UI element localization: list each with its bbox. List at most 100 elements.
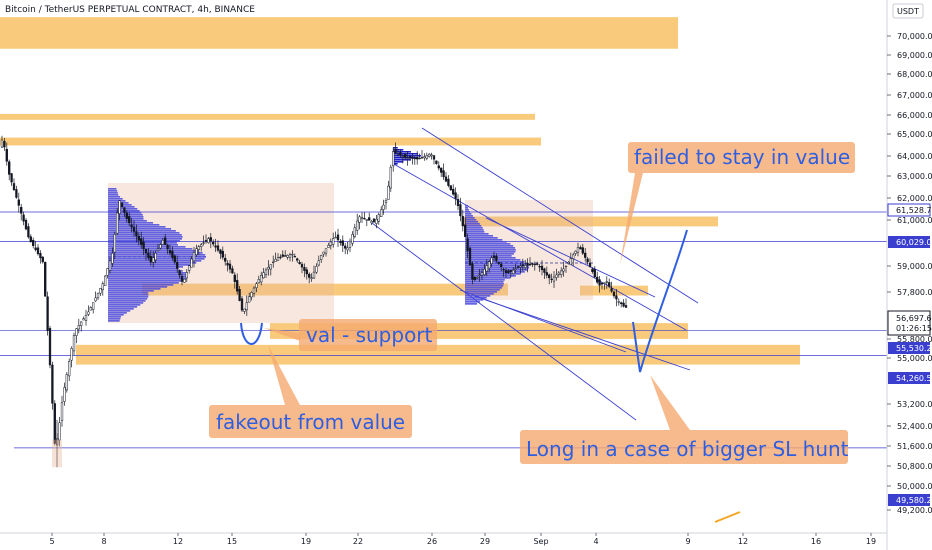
candle bbox=[622, 299, 625, 308]
candle bbox=[329, 238, 332, 250]
candle bbox=[176, 255, 179, 273]
candle bbox=[51, 361, 54, 410]
zone-0 bbox=[0, 17, 678, 49]
x-tick-label: 26 bbox=[427, 537, 437, 546]
candle bbox=[60, 395, 64, 427]
candle bbox=[214, 238, 217, 252]
candle bbox=[142, 237, 145, 256]
candle bbox=[598, 276, 601, 293]
price-label-text: 56,697.6 bbox=[896, 314, 932, 323]
candle bbox=[29, 234, 32, 243]
candle bbox=[476, 276, 479, 280]
candle bbox=[24, 218, 28, 231]
candle bbox=[183, 278, 186, 283]
candle bbox=[34, 240, 37, 252]
zone-7 bbox=[76, 344, 800, 365]
projection-arrow bbox=[632, 229, 688, 373]
candle bbox=[372, 218, 376, 223]
candle bbox=[298, 259, 301, 265]
candle bbox=[322, 251, 325, 258]
candle bbox=[231, 265, 234, 274]
candle bbox=[384, 198, 388, 210]
candle bbox=[272, 255, 275, 268]
candle bbox=[197, 244, 200, 256]
candle bbox=[46, 291, 49, 336]
candle bbox=[17, 192, 20, 213]
candle bbox=[221, 246, 224, 260]
candle bbox=[387, 180, 390, 200]
candle bbox=[173, 254, 176, 265]
candle bbox=[171, 246, 174, 261]
candle bbox=[593, 266, 596, 279]
candle bbox=[27, 223, 30, 239]
channel-line-5 bbox=[473, 295, 691, 371]
candle bbox=[12, 178, 16, 191]
chart-title: Bitcoin / TetherUS PERPETUAL CONTRACT, 4… bbox=[5, 5, 255, 15]
candle bbox=[502, 267, 505, 277]
callout-pointer bbox=[620, 173, 643, 265]
candle bbox=[533, 261, 536, 271]
candle bbox=[188, 264, 191, 274]
x-tick-label: 12 bbox=[173, 537, 183, 546]
candle bbox=[274, 252, 277, 262]
projection-tail bbox=[714, 511, 741, 523]
candle bbox=[531, 263, 534, 268]
candle bbox=[521, 258, 524, 271]
candle bbox=[605, 276, 608, 289]
y-tick-label: 67,000.0 bbox=[897, 91, 932, 100]
candle bbox=[550, 273, 553, 284]
candle bbox=[255, 282, 258, 293]
candle bbox=[36, 244, 40, 256]
y-tick-label: 69,000.0 bbox=[897, 51, 932, 60]
candle bbox=[75, 328, 78, 344]
candle bbox=[106, 267, 109, 279]
candle bbox=[555, 268, 558, 281]
candle bbox=[351, 231, 354, 247]
y-tick-label: 59,000.0 bbox=[897, 262, 932, 271]
y-tick-label: 65,000.0 bbox=[897, 130, 932, 139]
candle bbox=[507, 269, 510, 274]
volume-profile-2 bbox=[465, 205, 530, 305]
candle bbox=[279, 254, 282, 260]
candle bbox=[77, 318, 80, 334]
price-axis[interactable]: USDT 70,000.0 69,000.0 68,000.0 67,000.0 66,0… bbox=[886, 0, 932, 550]
time-axis[interactable]: 5 8 12 15 19 22 26 29 Sep 4 9 12 16 19 bbox=[0, 532, 887, 546]
annotation-labels: failed to stay in value val - support fake… bbox=[209, 142, 855, 464]
candle bbox=[389, 164, 392, 192]
candle bbox=[53, 400, 56, 446]
candle bbox=[452, 184, 455, 196]
candle bbox=[185, 269, 188, 283]
x-tick-label: 29 bbox=[480, 537, 490, 546]
candle bbox=[291, 250, 294, 262]
candle bbox=[39, 250, 42, 264]
x-tick-label: 16 bbox=[811, 537, 821, 546]
candle bbox=[380, 206, 383, 217]
candle bbox=[70, 346, 73, 368]
callout-3: Long in a case of bigger SL hunt bbox=[520, 375, 849, 464]
channel-line-2 bbox=[371, 222, 637, 421]
candle bbox=[233, 272, 236, 289]
candle bbox=[250, 291, 253, 301]
annotation-arrows bbox=[240, 229, 741, 523]
x-tick-label: 15 bbox=[227, 537, 237, 546]
candle bbox=[348, 238, 352, 253]
candle bbox=[240, 296, 244, 312]
candle bbox=[315, 263, 318, 274]
x-tick-label: 19 bbox=[866, 537, 876, 546]
candle bbox=[584, 247, 587, 262]
candle bbox=[238, 285, 241, 302]
candle bbox=[281, 250, 284, 258]
price-label bbox=[888, 342, 930, 354]
candle bbox=[396, 148, 400, 157]
candle bbox=[156, 243, 160, 252]
callout-pointer bbox=[264, 328, 300, 341]
candle bbox=[603, 282, 606, 290]
candle bbox=[166, 243, 169, 254]
candle bbox=[524, 259, 527, 270]
candle bbox=[245, 295, 248, 316]
callout-text: fakeout from value bbox=[216, 410, 405, 434]
candle bbox=[267, 260, 270, 276]
candle bbox=[356, 213, 359, 235]
candle bbox=[269, 264, 272, 276]
